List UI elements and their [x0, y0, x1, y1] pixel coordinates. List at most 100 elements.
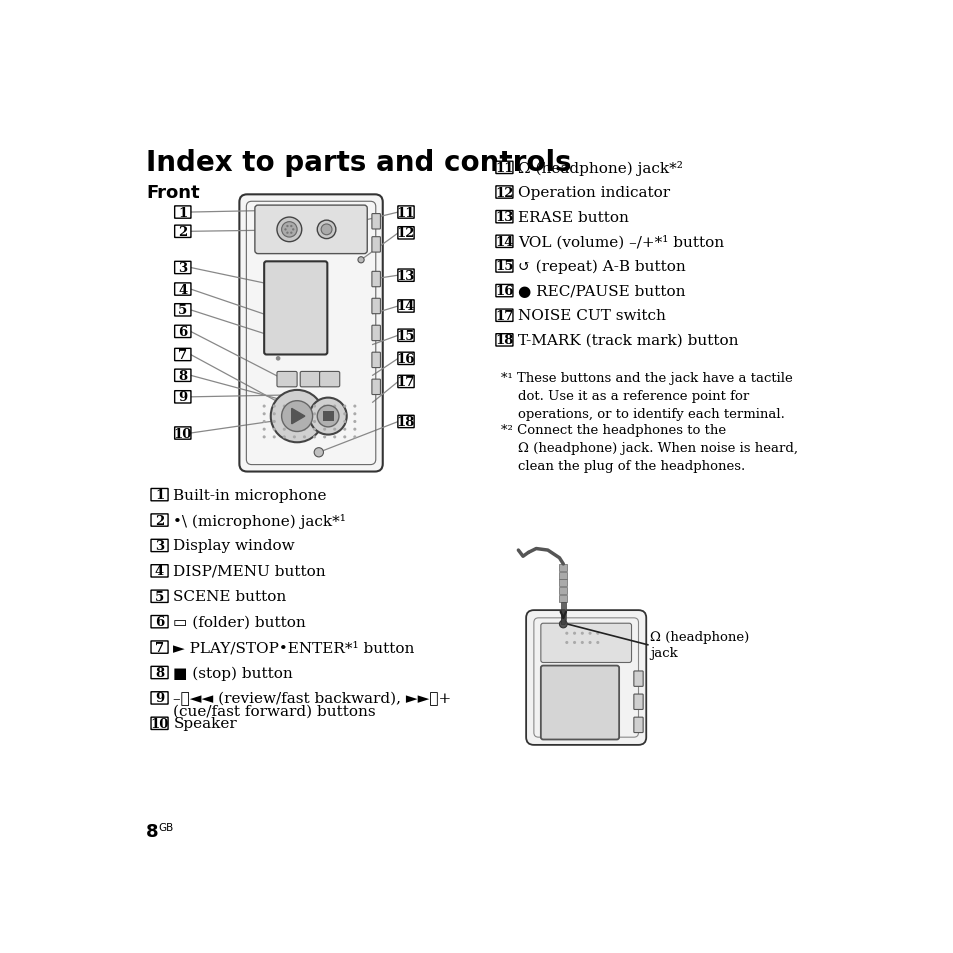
FancyBboxPatch shape: [174, 304, 191, 316]
Text: 9: 9: [178, 391, 187, 404]
Circle shape: [286, 233, 289, 234]
Circle shape: [323, 413, 326, 416]
Circle shape: [293, 436, 295, 439]
Text: Ω (headphone)
jack: Ω (headphone) jack: [649, 631, 749, 659]
Text: Ω (headphone) jack*²: Ω (headphone) jack*²: [517, 161, 682, 175]
FancyBboxPatch shape: [151, 667, 168, 679]
FancyBboxPatch shape: [372, 214, 380, 230]
Text: 11: 11: [396, 206, 415, 219]
Bar: [558, 595, 567, 602]
Circle shape: [343, 413, 346, 416]
FancyBboxPatch shape: [397, 300, 414, 313]
FancyBboxPatch shape: [397, 207, 414, 219]
Circle shape: [323, 428, 326, 432]
Circle shape: [573, 632, 576, 635]
FancyBboxPatch shape: [540, 623, 631, 662]
FancyBboxPatch shape: [397, 330, 414, 342]
FancyBboxPatch shape: [174, 326, 191, 338]
FancyBboxPatch shape: [151, 565, 168, 578]
Circle shape: [588, 641, 591, 644]
Text: 11: 11: [495, 162, 513, 174]
FancyBboxPatch shape: [151, 591, 168, 603]
Text: DISP/MENU button: DISP/MENU button: [173, 564, 326, 578]
FancyBboxPatch shape: [174, 207, 191, 219]
FancyBboxPatch shape: [151, 616, 168, 628]
Circle shape: [313, 420, 315, 423]
Text: 8: 8: [178, 370, 187, 382]
Text: 2: 2: [154, 514, 164, 527]
Text: GB: GB: [158, 821, 173, 832]
FancyBboxPatch shape: [174, 392, 191, 403]
Circle shape: [343, 420, 346, 423]
Text: Front: Front: [146, 184, 200, 202]
Text: 15: 15: [495, 260, 513, 274]
Text: Display window: Display window: [173, 538, 294, 553]
Text: ▭ (folder) button: ▭ (folder) button: [173, 615, 306, 629]
FancyBboxPatch shape: [496, 187, 513, 199]
Circle shape: [293, 428, 295, 432]
Circle shape: [317, 406, 338, 428]
Text: Built-in microphone: Built-in microphone: [173, 488, 327, 502]
Circle shape: [282, 413, 286, 416]
Text: 2: 2: [178, 226, 187, 238]
Text: 1: 1: [178, 206, 187, 219]
Circle shape: [317, 221, 335, 239]
Text: 14: 14: [495, 235, 513, 249]
Text: 1: 1: [154, 489, 164, 501]
Text: ● REC/PAUSE button: ● REC/PAUSE button: [517, 284, 685, 298]
Text: NOISE CUT switch: NOISE CUT switch: [517, 309, 665, 323]
Circle shape: [271, 391, 323, 443]
Text: 7: 7: [178, 349, 187, 361]
Circle shape: [357, 257, 364, 264]
FancyBboxPatch shape: [174, 262, 191, 274]
Circle shape: [353, 405, 356, 408]
Circle shape: [343, 405, 346, 408]
Text: SCENE button: SCENE button: [173, 590, 287, 603]
Bar: [322, 412, 334, 422]
Bar: [558, 587, 567, 595]
FancyBboxPatch shape: [540, 666, 618, 740]
Circle shape: [262, 413, 266, 416]
FancyBboxPatch shape: [372, 353, 380, 368]
Text: 18: 18: [396, 416, 415, 429]
Circle shape: [282, 436, 286, 439]
FancyBboxPatch shape: [174, 349, 191, 361]
FancyBboxPatch shape: [151, 718, 168, 730]
FancyBboxPatch shape: [174, 226, 191, 238]
Text: 16: 16: [495, 285, 513, 297]
Text: 5: 5: [154, 590, 164, 603]
FancyBboxPatch shape: [254, 206, 367, 254]
FancyBboxPatch shape: [525, 611, 645, 745]
FancyBboxPatch shape: [397, 270, 414, 282]
Text: (cue/fast forward) buttons: (cue/fast forward) buttons: [173, 703, 375, 718]
Text: 12: 12: [396, 227, 415, 240]
FancyBboxPatch shape: [633, 671, 642, 687]
FancyBboxPatch shape: [151, 515, 168, 527]
FancyBboxPatch shape: [300, 372, 320, 388]
Text: *² Connect the headphones to the
    Ω (headphone) jack. When noise is heard,
  : *² Connect the headphones to the Ω (head…: [500, 423, 797, 473]
Text: 16: 16: [396, 353, 415, 365]
Circle shape: [290, 226, 293, 228]
Bar: [560, 603, 565, 620]
FancyBboxPatch shape: [397, 353, 414, 365]
Text: ► PLAY/STOP•ENTER*¹ button: ► PLAY/STOP•ENTER*¹ button: [173, 640, 415, 655]
FancyBboxPatch shape: [151, 692, 168, 704]
Circle shape: [262, 405, 266, 408]
FancyBboxPatch shape: [372, 326, 380, 341]
Circle shape: [343, 436, 346, 439]
Circle shape: [343, 428, 346, 432]
FancyBboxPatch shape: [372, 299, 380, 314]
Circle shape: [273, 436, 275, 439]
FancyBboxPatch shape: [397, 228, 414, 240]
FancyBboxPatch shape: [319, 372, 339, 388]
FancyBboxPatch shape: [372, 379, 380, 395]
FancyBboxPatch shape: [264, 262, 327, 355]
FancyBboxPatch shape: [496, 335, 513, 347]
FancyBboxPatch shape: [276, 372, 296, 388]
Circle shape: [565, 632, 568, 635]
FancyBboxPatch shape: [239, 195, 382, 472]
Circle shape: [286, 226, 289, 228]
Circle shape: [292, 229, 294, 232]
Text: 5: 5: [178, 304, 187, 317]
Circle shape: [323, 420, 326, 423]
